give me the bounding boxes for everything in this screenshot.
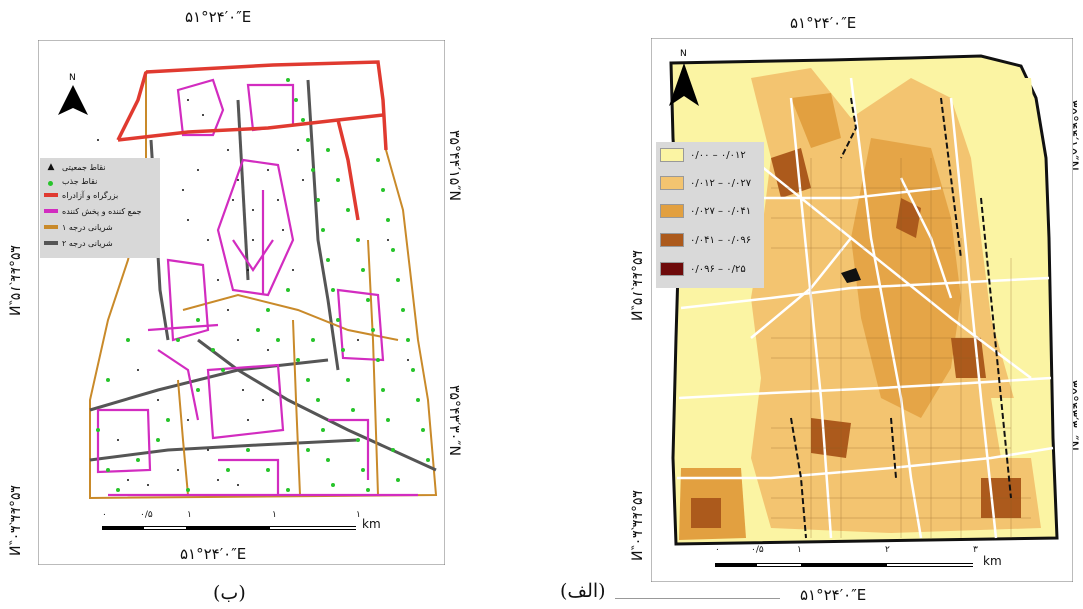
right-map-caption: (الف) (560, 580, 606, 602)
left-map-north-label: N (69, 73, 76, 83)
left-map-caption: (ب) (213, 582, 246, 604)
right-map-left-coord-top: ۳۵°۴۴′۱۵″N (630, 250, 646, 321)
left-map-north-arrow (58, 85, 88, 115)
right-map-top-coord: ۵۱°۲۴′۰″E (790, 14, 857, 32)
right-scale-label-2: ۱ (797, 545, 802, 555)
left-legend-item-arterial-2: شریانی درجه ۲ (44, 238, 113, 248)
left-map-left-coord-bottom: ۳۵°۴۳′۳۰″N (8, 485, 24, 556)
left-scale-label-0: ۰ (102, 510, 107, 520)
right-scale-label-1: ۰/۵ (751, 545, 764, 555)
right-map-north-label: N (680, 49, 687, 59)
right-map-left-coord-bottom: ۳۵°۴۳′۳۰″N (630, 490, 646, 561)
right-map-parcels (771, 158, 1031, 538)
right-scale-label-4: ۳ (973, 545, 978, 555)
left-legend-item-collector: جمع کننده و پخش کننده (44, 206, 142, 216)
right-map-legend: ۰/۰۰ – ۰/۰۱۲ ۰/۰۱۲ – ۰/۰۲۷ ۰/۰۲۷ – ۰/۰۴۱… (656, 142, 764, 288)
left-map-right-coord-bottom: ۳۵°۴۳′۳۰″N (446, 385, 462, 456)
left-scale-label-3: ۱ (272, 510, 277, 520)
left-scale-unit: km (362, 517, 381, 531)
left-map-bottom-coord: ۵۱°۲۴′۰″E (180, 545, 247, 563)
left-map-right-coord-top: ۳۵°۴۴′۱۵″N (446, 130, 462, 201)
right-scale-unit: km (983, 554, 1002, 568)
right-scale-label-0: ۰ (715, 545, 720, 555)
right-scale-label-3: ۲ (885, 545, 890, 555)
left-legend-item-population: ▲ نقاط جمعیتی (47, 162, 106, 172)
right-legend-class-5: ۰/۰۹۶ – ۰/۲۵ (660, 262, 746, 276)
left-map-arterial-1 (177, 239, 399, 496)
left-map-legend: ▲ نقاط جمعیتی نقاط جذب بزرگراه و آزادراه … (40, 158, 160, 258)
left-map: N (38, 40, 445, 565)
left-map-collector (96, 78, 418, 497)
left-map-top-coord: ۵۱°۲۴′۰″E (185, 8, 252, 26)
right-map: N (651, 38, 1073, 582)
left-scale-label-4: ۱ (356, 510, 361, 520)
left-scale-label-2: ۱ (187, 510, 192, 520)
left-scale-label-1: ۰/۵ (140, 510, 153, 520)
right-legend-class-2: ۰/۰۱۲ – ۰/۰۲۷ (660, 176, 751, 190)
left-legend-item-arterial-1: شریانی درجه ۱ (44, 222, 113, 232)
right-map-scale-bar: ۰ ۰/۵ ۱ ۲ ۳ km (715, 545, 1015, 575)
caption-underline (615, 598, 780, 599)
right-map-feature (841, 268, 861, 283)
left-map-left-coord-top: ۳۵°۴۴′۱۵″N (8, 245, 24, 316)
right-map-north-arrow (669, 63, 699, 106)
right-legend-class-1: ۰/۰۰ – ۰/۰۱۲ (660, 148, 746, 162)
left-legend-item-attraction: نقاط جذب (44, 176, 97, 186)
left-legend-item-highway: بزرگراه و آزادراه (44, 190, 118, 200)
right-map-bottom-coord: ۵۱°۲۴′۰″E (800, 586, 867, 604)
left-map-population-points (97, 99, 409, 486)
left-map-highway (116, 60, 388, 221)
right-map-district-lines (790, 97, 1012, 539)
left-map-scale-bar: ۰ ۰/۵ ۱ ۱ ۱ km (102, 510, 422, 540)
right-legend-class-4: ۰/۰۴۱ – ۰/۰۹۶ (660, 233, 751, 247)
left-map-attraction-points (96, 78, 430, 492)
right-legend-class-3: ۰/۰۲۷ – ۰/۰۴۱ (660, 204, 751, 218)
